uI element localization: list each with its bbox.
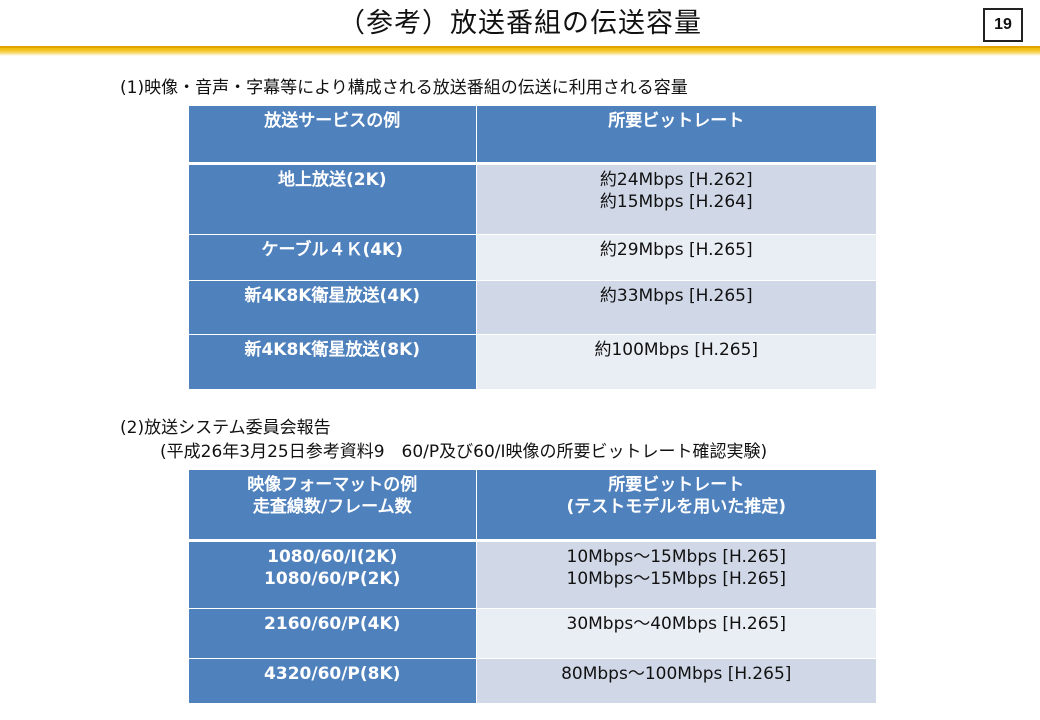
table-row: ケーブル４Ｋ(4K) 約29Mbps [H.265] <box>189 233 876 280</box>
bitrate-cell: 約33Mbps [H.265] <box>476 279 876 334</box>
section1-title: (1)映像・音声・字幕等により構成される放送番組の伝送に利用される容量 <box>120 78 688 98</box>
bitrate-cell: 10Mbps～15Mbps [H.265] 10Mbps～15Mbps [H.2… <box>476 539 876 608</box>
table-row: 新4K8K衛星放送(8K) 約100Mbps [H.265] <box>189 333 876 389</box>
service-cell: 新4K8K衛星放送(8K) <box>189 333 477 389</box>
bitrate-estimate-table: 映像フォーマットの例 走査線数/フレーム数 所要ビットレート (テストモデルを用… <box>189 470 876 703</box>
bitrate-cell: 約24Mbps [H.262] 約15Mbps [H.264] <box>476 162 876 234</box>
title-underline <box>0 46 1040 56</box>
section2-title: (2)放送システム委員会報告 <box>120 418 331 438</box>
section2-subtitle: (平成26年3月25日参考資料9 60/P及び60/I映像の所要ビットレート確認… <box>160 442 768 462</box>
bitrate-cell: 約100Mbps [H.265] <box>476 333 876 389</box>
table-row: 4320/60/P(8K) 80Mbps～100Mbps [H.265] <box>189 657 876 703</box>
service-cell: 地上放送(2K) <box>189 162 477 234</box>
bitrate-cell: 80Mbps～100Mbps [H.265] <box>476 657 876 703</box>
format-cell: 4320/60/P(8K) <box>189 657 477 703</box>
table-row: 地上放送(2K) 約24Mbps [H.262] 約15Mbps [H.264] <box>189 162 876 234</box>
page-number: 19 <box>983 8 1023 42</box>
slide-title: （参考）放送番組の伝送容量 <box>338 8 702 39</box>
table-row: 新4K8K衛星放送(4K) 約33Mbps [H.265] <box>189 279 876 334</box>
table-row: 1080/60/I(2K) 1080/60/P(2K) 10Mbps～15Mbp… <box>189 539 876 608</box>
table-header-row: 映像フォーマットの例 走査線数/フレーム数 所要ビットレート (テストモデルを用… <box>189 470 876 542</box>
bitrate-cell: 約29Mbps [H.265] <box>476 233 876 280</box>
table-header-row: 放送サービスの例 所要ビットレート <box>189 106 876 165</box>
table-row: 2160/60/P(4K) 30Mbps～40Mbps [H.265] <box>189 607 876 658</box>
column-header-format: 映像フォーマットの例 走査線数/フレーム数 <box>189 470 477 542</box>
broadcast-capacity-table: 放送サービスの例 所要ビットレート 地上放送(2K) 約24Mbps [H.26… <box>189 106 876 389</box>
format-cell: 1080/60/I(2K) 1080/60/P(2K) <box>189 539 477 608</box>
column-header-service: 放送サービスの例 <box>189 106 477 165</box>
column-header-bitrate: 所要ビットレート (テストモデルを用いた推定) <box>476 470 876 542</box>
bitrate-cell: 30Mbps～40Mbps [H.265] <box>476 607 876 658</box>
service-cell: ケーブル４Ｋ(4K) <box>189 233 477 280</box>
column-header-bitrate: 所要ビットレート <box>476 106 876 165</box>
format-cell: 2160/60/P(4K) <box>189 607 477 658</box>
service-cell: 新4K8K衛星放送(4K) <box>189 279 477 334</box>
title-underline-edge <box>0 46 1040 48</box>
